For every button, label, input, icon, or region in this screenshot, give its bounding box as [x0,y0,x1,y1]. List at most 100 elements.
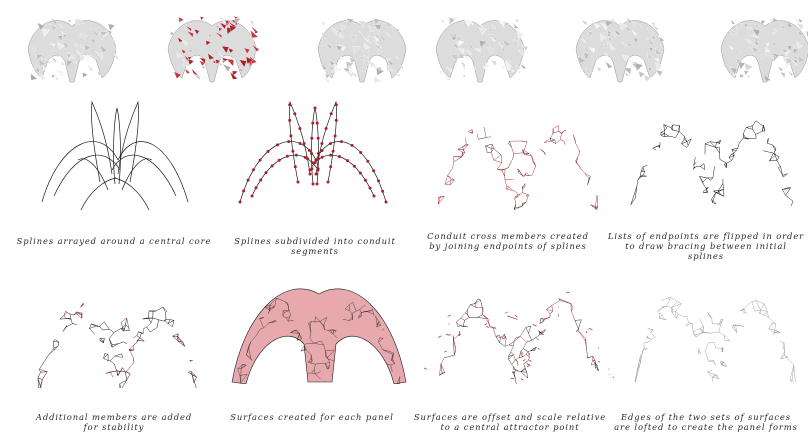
step-6-caption: Surfaces created for each panel [212,412,412,422]
mesh-lines [424,291,614,384]
render-facet [60,61,66,66]
render-facet [39,73,47,81]
render-facet [751,42,758,49]
render-facet [106,29,113,36]
render-facet [448,32,454,38]
render-facet [462,74,467,79]
segment-node [310,167,314,171]
segment-node [238,200,242,204]
segment-node [277,158,281,162]
render-facet [458,52,466,59]
render-facet [452,16,460,23]
segment-node [320,142,324,145]
step-3-caption: Conduit cross members created by joining… [408,231,608,251]
render-facet [511,39,518,46]
render-facet [621,41,627,47]
segment-node [315,182,319,186]
render-facet [782,47,789,54]
segment-node [266,150,270,153]
render-facet [62,33,68,39]
render-facet [587,31,595,38]
render-facet [792,59,798,65]
segment-node [293,165,297,169]
render-facet [751,35,760,44]
render-facet [363,42,371,50]
render-facet [349,34,358,43]
render-facet [216,50,223,58]
step-5-caption-line-1: Additional members are added [35,412,193,422]
render-facet [243,47,251,55]
segment-node [333,134,337,138]
mesh-lines [634,297,796,382]
render-facet [625,39,634,47]
render-facet [660,44,665,49]
render-facet [395,28,400,33]
render-facet [218,61,223,66]
render-facet [111,38,116,44]
render-facet [215,31,222,39]
render-facet [83,55,92,64]
render-facet [623,67,632,76]
render-facet [361,67,368,73]
segment-node [317,157,320,161]
render-facet [654,58,659,63]
segment-node [311,182,315,186]
render-facet [97,27,102,32]
render-facet [765,46,772,53]
render-facet [632,37,639,44]
render-facet [747,74,751,79]
render-facet [48,55,57,64]
render-facet [204,64,208,68]
render-facet [224,20,230,25]
render-facet [67,19,72,23]
render-facet [655,69,663,77]
render-facet [751,46,758,54]
render-silhouette [167,20,257,83]
render-facet [91,55,97,61]
render-facet [177,36,184,43]
render-facet [580,38,586,44]
render-facet [646,38,654,46]
render-facet [449,54,459,63]
render-facet [358,20,366,29]
render-facet [487,45,495,53]
render-facet [219,22,227,30]
render-facet [321,75,330,84]
render-facet [62,41,70,49]
segment-node [372,169,376,173]
segment-node [310,136,314,140]
segment-node [320,155,324,159]
segment-node [314,172,318,176]
render-facet [793,17,801,25]
render-facet [521,44,529,52]
step-1-caption: Splines arrayed around a central core [14,236,214,246]
render-facet [188,48,193,53]
render-facet [377,49,383,55]
render-facet [735,23,744,32]
render-facet [478,22,484,28]
segment-node [324,127,328,130]
segment-node [364,178,367,182]
render-facet [455,46,459,51]
step-8-caption-line-2: are lofted to create the panel forms [614,422,798,432]
render-facet [98,34,105,41]
render-facet [602,44,608,50]
step-4-caption-line-1: Lists of endpoints are flipped in order [607,231,805,241]
render-facet [215,59,221,65]
mesh-lines [438,125,598,210]
segment-node [320,149,324,152]
step-8-caption-line-1: Edges of the two sets of surfaces [621,412,791,422]
render-facet [347,65,353,71]
render-facet [76,16,85,25]
segment-node [329,153,333,157]
render-facet [478,40,487,48]
render-facet [580,19,587,26]
render-facet [176,51,184,59]
render-facet [320,62,328,70]
segment-node [311,121,315,125]
render-facet [608,42,616,51]
segment-node [368,186,372,190]
render-facet [385,63,394,72]
render-facet [604,52,609,57]
render-facet [643,74,651,83]
